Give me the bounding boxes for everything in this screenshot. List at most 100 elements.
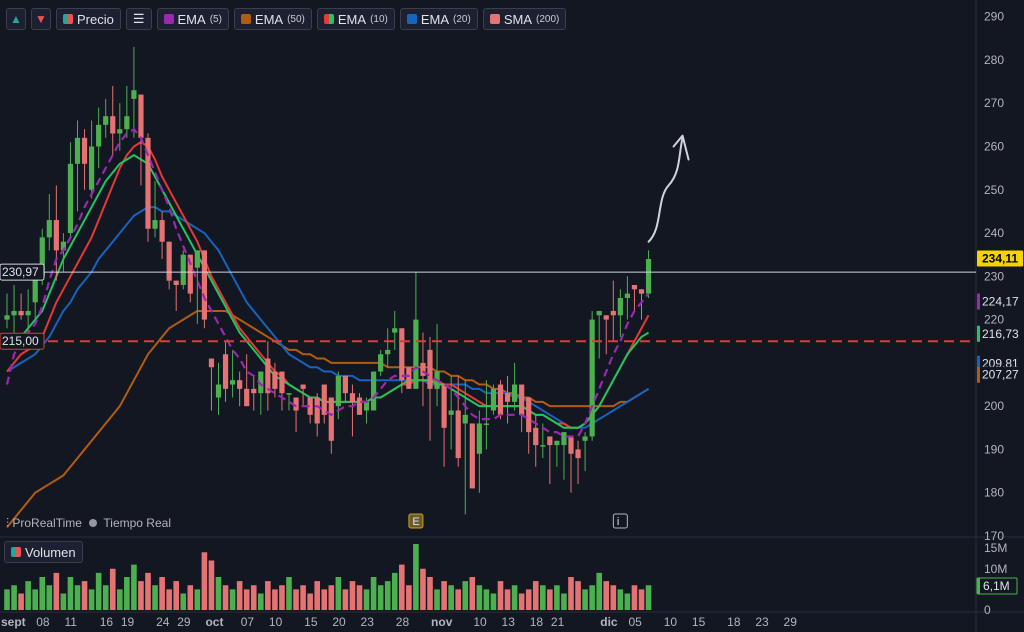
price-tag-label: 224,17 [982,295,1019,309]
ema5-line [5,128,650,438]
candle-body [448,410,454,415]
volume-bar [638,589,645,610]
volume-bar [229,589,236,610]
volume-bar [631,585,638,610]
candle-body [258,371,264,394]
volume-bar [46,585,53,610]
volume-bar [568,577,574,610]
candle-body [201,250,207,320]
candle-body [314,397,320,424]
volume-bar [293,589,299,610]
y-tick-label: 220 [984,313,1004,327]
ema10-legend-chip[interactable]: EMA (10) [316,8,395,30]
candle-body [610,310,616,316]
candle-body [363,401,370,411]
candle-body [244,388,250,407]
volume-bar [250,585,257,610]
candle-body [568,436,574,454]
x-tick-label: 18 [530,615,544,629]
candle-body [582,436,588,441]
volume-bar [610,585,617,610]
y-tick-label: 180 [984,486,1004,500]
candle-body [166,241,172,281]
candle-body [286,393,292,395]
x-tick-label: 18 [727,615,741,629]
candle-body [441,384,447,428]
candle-body [328,397,334,441]
x-tick-label: 24 [156,615,170,629]
volume-tick-label: 0 [984,603,991,617]
volume-bar [265,581,271,610]
volume-bar [279,585,285,610]
candle-body [483,423,489,425]
candle-body [53,220,59,251]
volume-tick-label: 15M [984,541,1007,555]
volume-tag-label: 6,1M [983,579,1010,593]
candle-body [462,414,468,424]
x-tick-label: 11 [64,615,77,629]
candle-body [32,276,38,303]
x-tick-label: 19 [121,615,135,629]
x-tick-label: oct [205,615,223,629]
volume-bar [187,585,194,610]
brand-name: ProRealTime [12,516,82,530]
price-tag [977,250,1023,267]
volume-bar [88,589,95,610]
volume-legend-chip[interactable]: Volumen [4,541,83,563]
candle-body [533,427,539,446]
volume-bar [518,593,525,610]
candle-body [293,397,299,411]
volume-bar [258,593,264,610]
candle-body [512,384,518,402]
ema50-legend-chip[interactable]: EMA (50) [233,8,312,30]
volume-legend-label: Volumen [25,544,76,560]
list-icon[interactable]: ☰ [125,8,152,30]
candle-body [490,388,497,411]
indicator-legend: ▲ ▼ Precio ☰ EMA (5) EMA (50) EMA (10) EMA(… [6,8,567,30]
volume-bar [102,585,109,610]
volume-bar [434,589,440,610]
price-tag [977,325,1023,342]
x-tick-label: 07 [241,615,255,629]
up-arrow-icon[interactable]: ▲ [6,8,26,30]
candle-body [603,315,609,320]
volume-bar [194,589,201,610]
volume-bar [511,585,518,610]
volume-tick-label: 10M [984,562,1007,576]
volume-bar [321,589,328,610]
candle-body [300,384,306,389]
volume-bar [166,589,172,610]
down-arrow-icon[interactable]: ▼ [31,8,51,30]
volume-bar [342,589,349,610]
volume-bar [314,581,320,610]
event-marker [408,513,424,529]
candle-body [39,237,45,277]
price-tag [977,366,1023,383]
candle-body [476,423,482,454]
price-legend-chip[interactable]: Precio [56,8,121,30]
hline-label: 230,97 [2,265,39,279]
price-tag-label: 216,73 [982,327,1019,341]
sma200-legend-chip[interactable]: SMA (200) [482,8,567,30]
volume-bar [448,585,454,610]
candle-body [81,137,88,164]
candle-body [596,310,602,316]
candle-body [222,354,229,389]
volume-bar [25,581,31,610]
volume-bar [483,589,490,610]
candle-body [46,220,52,238]
volume-bar [18,593,24,610]
volume-bar [391,572,398,610]
volume-bar [109,568,116,610]
ema5-legend-chip[interactable]: EMA (5) [156,8,229,30]
volume-bar [53,572,60,610]
ema20-legend-chip[interactable]: EMA (20) [399,8,478,30]
candle-body [455,410,461,459]
candle-body [547,436,553,446]
volume-bar [243,589,250,610]
volume-bar [561,593,567,610]
candle-body [392,328,398,333]
candle-body [180,254,186,285]
candle-body [74,137,81,164]
